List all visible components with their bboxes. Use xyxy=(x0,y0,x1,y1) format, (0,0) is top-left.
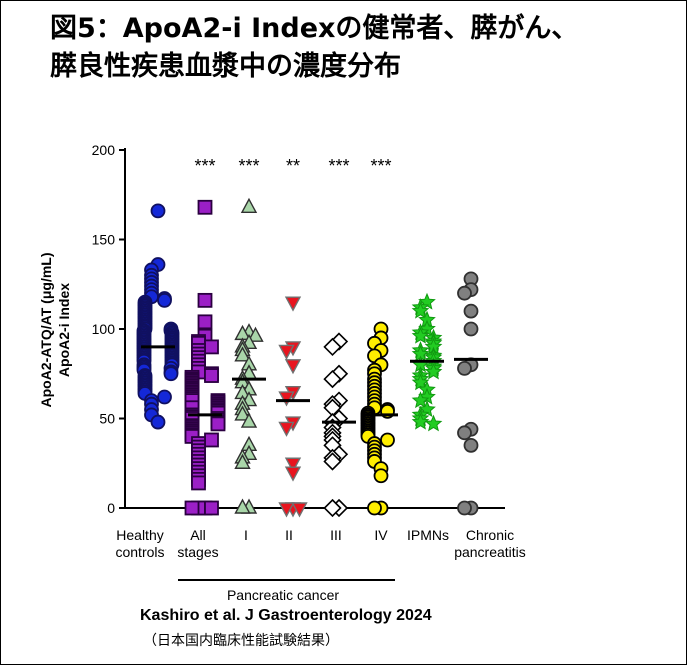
significance-label: *** xyxy=(194,156,215,176)
data-point xyxy=(240,412,258,428)
data-point xyxy=(197,314,213,330)
data-point xyxy=(191,475,206,491)
data-point xyxy=(278,344,295,360)
data-point xyxy=(424,414,443,432)
y-tick-label: 50 xyxy=(99,411,115,427)
data-point xyxy=(284,296,302,312)
data-point xyxy=(204,368,219,383)
data-point xyxy=(411,326,430,344)
data-point xyxy=(411,391,430,409)
data-point xyxy=(163,366,179,382)
data-point xyxy=(323,369,342,389)
x-category-label: pancreatitis xyxy=(454,544,526,560)
citation: Kashiro et al. J Gastroenterology 2024 xyxy=(140,607,432,624)
x-category-label: Chronic xyxy=(466,527,514,543)
significance-label: *** xyxy=(328,156,349,176)
y-axis-label-2: ApoA2-i Index xyxy=(56,283,72,377)
data-point xyxy=(184,500,200,516)
data-point xyxy=(247,326,264,342)
data-point xyxy=(457,425,472,441)
data-point xyxy=(157,389,172,405)
title-line-1: 図5：ApoA2-i Indexの健常者、膵がん、 xyxy=(50,13,579,44)
data-point xyxy=(284,466,302,482)
data-point xyxy=(234,346,251,362)
data-point xyxy=(291,502,308,518)
data-point xyxy=(234,498,251,514)
data-point xyxy=(411,373,430,391)
data-point xyxy=(197,292,213,308)
y-tick-label: 200 xyxy=(92,142,116,158)
data-point xyxy=(278,502,295,518)
data-point xyxy=(323,498,342,518)
data-point xyxy=(204,432,219,448)
title-line-2: 膵良性疾患血漿中の濃度分布 xyxy=(50,51,401,82)
data-point xyxy=(204,339,219,355)
data-point xyxy=(210,416,226,432)
data-point xyxy=(463,437,479,453)
significance-label: *** xyxy=(238,156,259,176)
y-axis-label: ApoA2-ATQ/AT (μg/mL) xyxy=(38,252,54,407)
figure-title: 図5：ApoA2-i Indexの健常者、膵がん、 膵良性疾患血漿中の濃度分布 xyxy=(50,10,680,86)
data-point xyxy=(150,414,166,430)
x-category-label: controls xyxy=(115,544,164,560)
data-point xyxy=(150,203,166,219)
data-point xyxy=(197,199,213,215)
data-point xyxy=(204,500,219,516)
data-point xyxy=(367,500,382,516)
significance-label: ** xyxy=(286,156,300,176)
x-category-label: stages xyxy=(177,544,218,560)
x-category-label: Healthy xyxy=(116,527,163,543)
data-point xyxy=(457,285,472,301)
data-point xyxy=(463,303,479,319)
data-point xyxy=(157,292,172,308)
data-point xyxy=(278,421,295,437)
data-point xyxy=(234,453,251,469)
x-category-label: All xyxy=(190,527,206,543)
data-point xyxy=(234,405,251,421)
data-point xyxy=(424,362,443,380)
data-point xyxy=(278,391,295,407)
group-label: Pancreatic cancer xyxy=(227,587,339,603)
x-category-label: III xyxy=(330,527,342,543)
data-point xyxy=(463,321,479,337)
x-category-label: I xyxy=(244,527,248,543)
data-point xyxy=(373,468,389,484)
data-point xyxy=(240,197,258,213)
y-tick-label: 150 xyxy=(92,232,116,248)
significance-label: *** xyxy=(370,156,391,176)
data-point xyxy=(457,360,472,376)
data-point xyxy=(284,457,302,473)
x-category-label: IPMNs xyxy=(407,527,449,543)
data-point xyxy=(380,432,395,448)
data-point xyxy=(411,301,430,319)
x-category-label: IV xyxy=(374,527,388,543)
data-point xyxy=(323,452,342,471)
data-point xyxy=(323,337,342,357)
y-tick-label: 100 xyxy=(92,321,116,337)
x-category-label: II xyxy=(285,527,293,543)
citation-note: （日本国内臨床性能試験結果） xyxy=(143,633,339,649)
data-point xyxy=(411,412,430,430)
y-tick-label: 0 xyxy=(107,500,115,516)
data-point xyxy=(284,359,302,375)
data-point xyxy=(457,500,472,516)
